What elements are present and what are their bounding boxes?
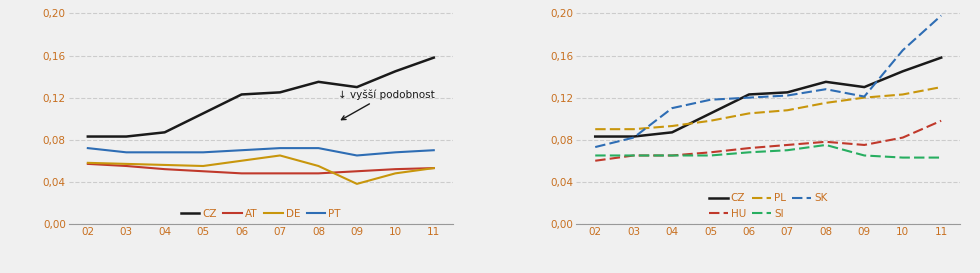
Legend: CZ, HU, PL, SI, SK: CZ, HU, PL, SI, SK [709, 194, 827, 219]
Legend: CZ, AT, DE, PT: CZ, AT, DE, PT [180, 209, 341, 219]
Text: ↓ vyšší podobnost: ↓ vyšší podobnost [338, 89, 434, 120]
